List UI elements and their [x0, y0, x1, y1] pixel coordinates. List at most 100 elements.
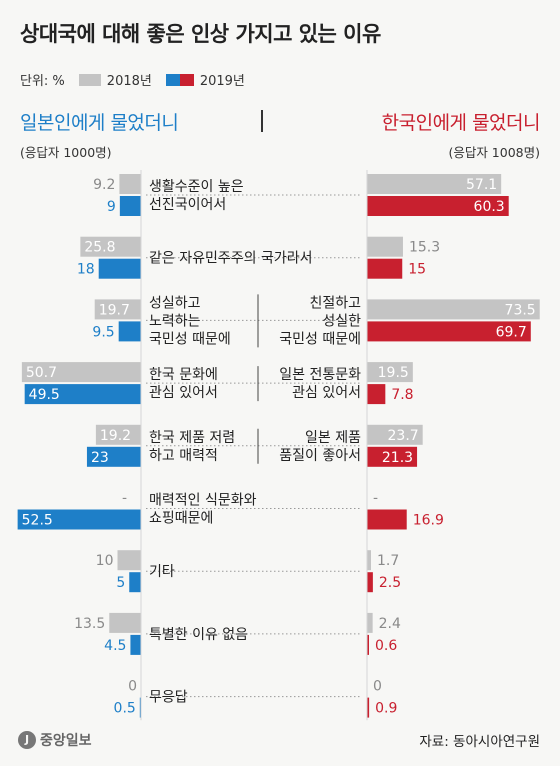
legend-label-2018: 2018년 — [106, 74, 152, 89]
japan-value-2018: 19.2 — [100, 428, 131, 444]
japan-bar-2018 — [117, 550, 141, 571]
japan-category-label: 한국 문화에 — [149, 367, 218, 383]
korea-value-2018: 73.5 — [505, 302, 536, 318]
korea-value-2018: 23.7 — [388, 428, 419, 444]
korea-respondents: (응답자 1008명) — [448, 145, 540, 160]
category-label: 특별한 이유 없음 — [149, 627, 248, 643]
japan-category-label: 한국 제품 저렴 — [149, 430, 235, 446]
category-label: 생활수준이 높은 — [149, 179, 244, 195]
korea-bar-2019 — [367, 572, 373, 593]
korea-value-2019: 69.7 — [496, 324, 527, 340]
legend-label-2019: 2019년 — [199, 74, 245, 89]
korea-value-2018: 15.3 — [409, 240, 440, 256]
korea-value-2018: 0 — [373, 679, 382, 695]
japan-value-2019: 4.5 — [104, 638, 126, 654]
korea-value-missing-2018: - — [373, 491, 378, 507]
japan-bar-2019 — [24, 384, 141, 405]
japan-bar-2019 — [119, 196, 141, 216]
japan-respondents: (응답자 1000명) — [20, 145, 112, 160]
japan-category-label: 노력하는 — [149, 313, 201, 329]
japan-bar-2018 — [80, 236, 141, 257]
legend-swatch-2019-blue — [165, 73, 180, 86]
legend-swatch-2019-red — [179, 73, 194, 86]
japan-value-2019: 52.5 — [22, 513, 53, 529]
japan-bar-2019 — [118, 321, 141, 342]
korea-value-2019: 0.6 — [375, 638, 397, 654]
japan-side-title: 일본인에게 물었더니 — [20, 112, 179, 134]
japan-bar-2018 — [109, 612, 141, 633]
japan-value-2019: 5 — [116, 575, 125, 591]
japan-bar-2019 — [17, 509, 141, 530]
korea-value-2019: 16.9 — [413, 513, 444, 529]
japan-bar-2018 — [119, 174, 141, 194]
korea-bar-2019 — [367, 634, 369, 655]
japan-value-2019: 49.5 — [29, 387, 60, 403]
japan-value-2019: 18 — [77, 262, 95, 278]
korea-bar-2019 — [367, 446, 418, 467]
korea-bar-2019 — [367, 258, 403, 279]
japan-value-2019: 0.5 — [114, 701, 136, 717]
korea-category-label: 일본 전통문화 — [279, 367, 361, 383]
japan-bar-2018 — [94, 299, 141, 320]
japan-category-label: 하고 매력적 — [149, 448, 218, 464]
korea-bar-2018 — [367, 362, 413, 383]
legend-swatch-2018 — [78, 73, 101, 86]
japan-value-2018: 13.5 — [74, 616, 105, 632]
korea-bar-2018 — [367, 299, 540, 320]
japan-value-2019: 23 — [91, 450, 109, 466]
korea-value-2019: 2.5 — [379, 575, 401, 591]
logo-mark-icon: J — [18, 731, 36, 749]
korea-bar-2019 — [367, 321, 531, 342]
unit-label: 단위: % — [20, 74, 65, 89]
korea-side-title: 한국인에게 물었더니 — [381, 112, 541, 134]
japan-category-label: 국민성 때문에 — [149, 331, 231, 347]
category-label: 기타 — [149, 564, 175, 580]
japan-bar-2019 — [98, 258, 141, 279]
japan-value-2018: 9.2 — [93, 177, 115, 193]
header-divider — [261, 110, 263, 132]
korea-value-2019: 7.8 — [391, 387, 413, 403]
japan-category-label: 성실하고 — [149, 295, 201, 311]
korea-category-label: 친절하고 — [309, 295, 361, 311]
korea-bar-2019 — [367, 697, 370, 718]
japan-value-2019: 9.5 — [92, 324, 114, 340]
japan-bar-2019 — [129, 572, 141, 593]
korea-value-2018: 1.7 — [377, 553, 399, 569]
japan-category-label: 관심 있어서 — [149, 385, 218, 401]
japan-bar-2019 — [86, 446, 141, 467]
japan-value-2018: 19.7 — [99, 302, 130, 318]
korea-category-label: 성실한 — [322, 313, 361, 329]
japan-value-2018: 10 — [96, 553, 114, 569]
korea-value-2019: 21.3 — [382, 450, 413, 466]
korea-category-label: 품질이 좋아서 — [279, 448, 361, 464]
japan-value-missing-2018: - — [122, 491, 127, 507]
korea-bar-2019 — [367, 509, 407, 530]
korea-value-2019: 60.3 — [474, 199, 505, 215]
korea-bar-2018 — [367, 612, 373, 633]
japan-value-2019: 9 — [107, 199, 116, 215]
korea-bar-2018 — [367, 236, 403, 257]
japan-bar-2018 — [95, 424, 141, 445]
korea-value-2019: 15 — [408, 262, 426, 278]
japan-value-2018: 0 — [128, 679, 137, 695]
chart-title: 상대국에 대해 좋은 인상 가지고 있는 이유 — [20, 22, 381, 46]
korea-bar-2018 — [367, 550, 371, 571]
category-label: 쇼핑때문에 — [149, 511, 213, 527]
category-label: 선진국이어서 — [149, 197, 226, 213]
korea-value-2019: 0.9 — [375, 701, 397, 717]
korea-category-label: 관심 있어서 — [292, 385, 361, 401]
japan-bar-2018 — [21, 362, 142, 383]
logo-text: 중앙일보 — [40, 733, 92, 749]
korea-category-label: 국민성 때문에 — [279, 331, 361, 347]
source-note: 자료: 동아시아연구원 — [419, 734, 540, 750]
korea-bar-2019 — [367, 196, 509, 216]
korea-bar-2018 — [367, 424, 423, 445]
category-label: 무응답 — [149, 690, 188, 706]
korea-value-2018: 2.4 — [379, 616, 401, 632]
korea-value-2018: 19.5 — [378, 365, 409, 381]
publisher-logo: J 중앙일보 — [18, 730, 92, 750]
japan-value-2018: 50.7 — [26, 365, 57, 381]
japan-bar-2019 — [130, 634, 141, 655]
category-label: 같은 자유민주주의 국가라서 — [149, 251, 312, 267]
